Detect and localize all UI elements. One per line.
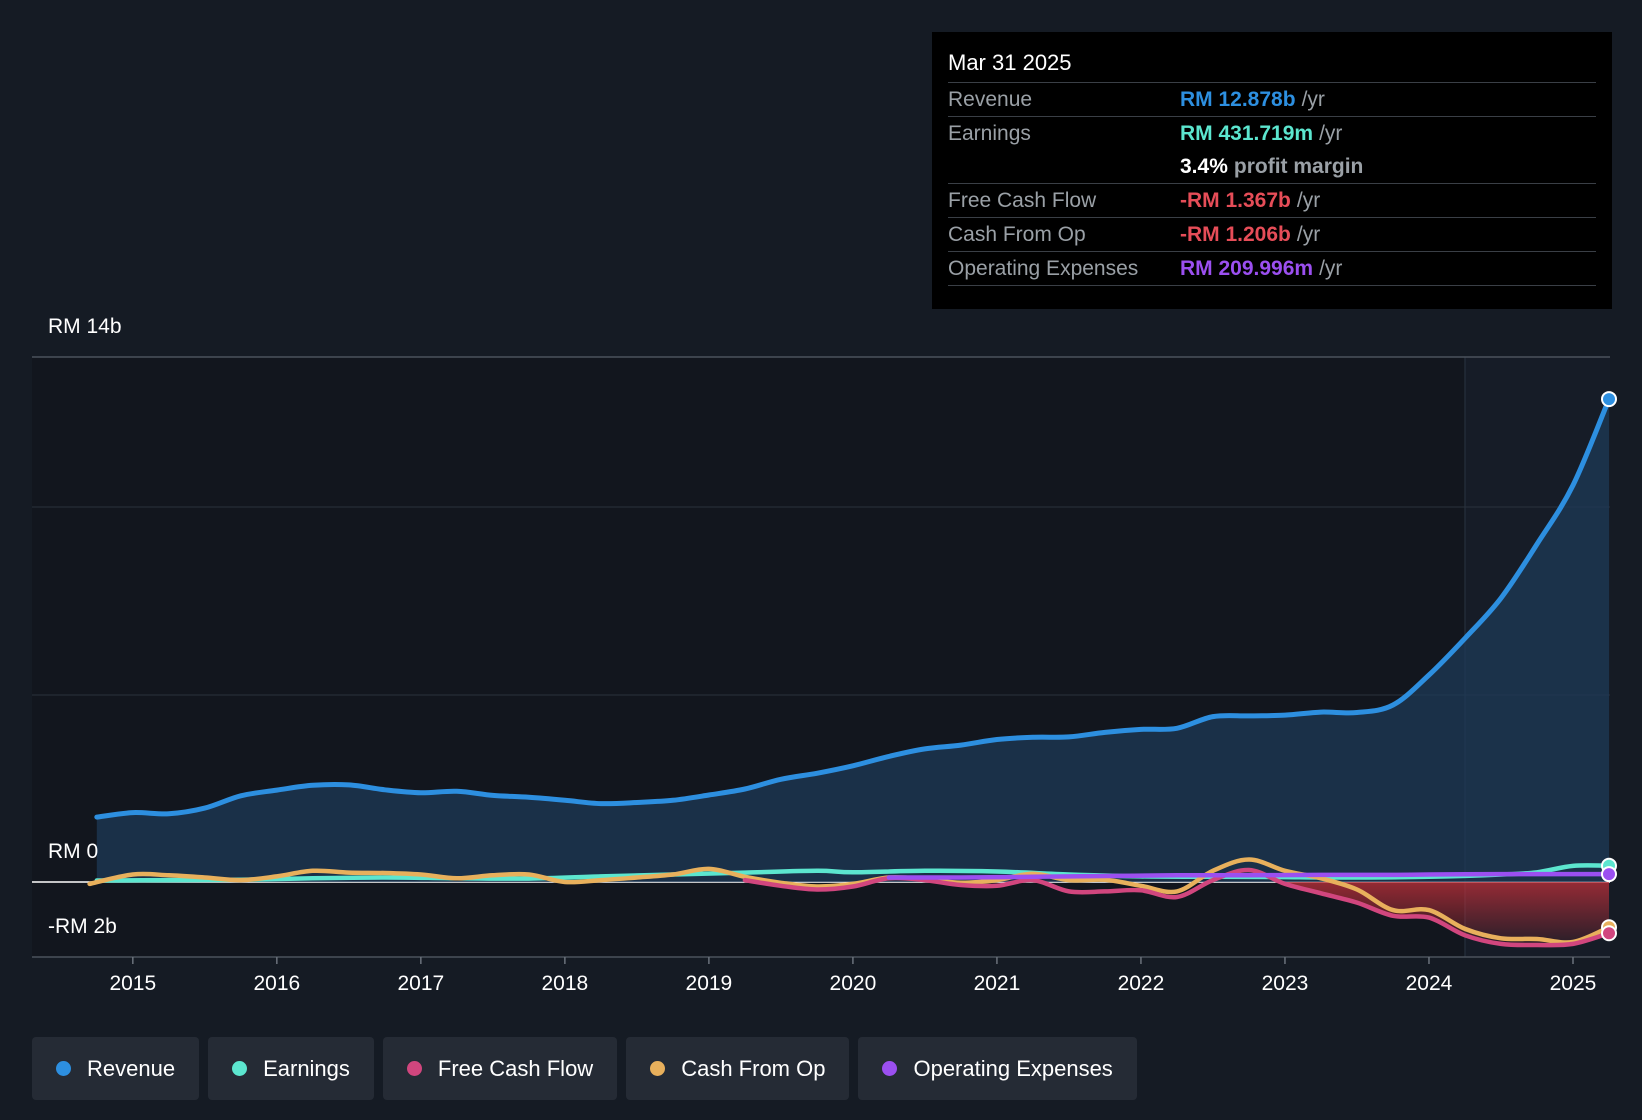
end-marker-opex xyxy=(1601,866,1617,883)
tooltip-earnings-unit: /yr xyxy=(1319,121,1343,145)
legend-dot-revenue-icon xyxy=(56,1061,71,1076)
line-cfo xyxy=(87,857,1612,945)
legend-dot-fcf-icon xyxy=(406,1061,422,1076)
tooltip-opex-unit: /yr xyxy=(1319,256,1343,280)
axis-layer: RM 14b RM 0 -RM 2b 2015 2016 2017 2018 2019 2020… xyxy=(48,315,1596,995)
marker-layer xyxy=(1601,391,1617,942)
x-tick-label-2018: 2018 xyxy=(542,972,589,995)
legend-label-fcf: Free Cash Flow xyxy=(437,1055,594,1081)
tooltip-row-opex: Operating Expenses RM 209.996m /yr xyxy=(948,251,1596,286)
tooltip-cfo-unit: /yr xyxy=(1296,222,1321,246)
tooltip-opex-value: RM 209.996m xyxy=(1180,256,1314,280)
x-tick-label-2025: 2025 xyxy=(1550,972,1597,995)
x-tick-label-2016: 2016 xyxy=(253,972,300,995)
tooltip-earnings-label: Earnings xyxy=(948,121,1031,145)
tooltip-row-margin: 3.4% profit margin xyxy=(948,150,1596,183)
x-tick-label-2023: 2023 xyxy=(1262,972,1309,995)
x-tick-label-2021: 2021 xyxy=(974,972,1021,995)
tooltip-revenue-label: Revenue xyxy=(948,87,1033,111)
legend-dot-earnings-icon xyxy=(232,1061,248,1076)
tooltip-row-cfo: Cash From Op -RM 1.206b /yr xyxy=(948,217,1596,251)
revenue-area xyxy=(96,399,1609,882)
tooltip-cfo-label: Cash From Op xyxy=(948,222,1086,246)
area-layer xyxy=(96,399,1609,946)
x-tick-label-2019: 2019 xyxy=(686,972,733,995)
tooltip-fcf-label: Free Cash Flow xyxy=(948,188,1097,212)
legend-item-revenue[interactable]: Revenue xyxy=(32,1037,200,1100)
tooltip-margin-label: profit margin xyxy=(1233,154,1364,178)
legend-label-opex: Operating Expenses xyxy=(913,1055,1113,1081)
legend-label-cfo: Cash From Op xyxy=(681,1055,826,1081)
legend-dot-opex-icon xyxy=(882,1061,898,1076)
fcf-negative-area xyxy=(1285,882,1609,946)
tooltip-revenue-unit: /yr xyxy=(1301,87,1325,111)
tooltip-fcf-value: -RM 1.367b xyxy=(1180,188,1291,212)
x-tick-label-2015: 2015 xyxy=(109,972,156,995)
tooltip-row-revenue: Revenue RM 12.878b /yr xyxy=(948,82,1596,116)
legend-dot-cfo-icon xyxy=(650,1061,666,1076)
y-tick-label-2: -RM 2b xyxy=(48,915,117,938)
legend-label-earnings: Earnings xyxy=(263,1055,350,1081)
tooltip-row-fcf: Free Cash Flow -RM 1.367b /yr xyxy=(948,183,1596,217)
tooltip-panel: Mar 31 2025 Revenue RM 12.878b /yr Earni… xyxy=(932,32,1612,309)
x-tick-label-2020: 2020 xyxy=(830,972,877,995)
tooltip-revenue-value: RM 12.878b xyxy=(1180,87,1296,111)
tooltip-opex-label: Operating Expenses xyxy=(948,256,1139,280)
end-marker-fcf xyxy=(1601,925,1617,942)
line-layer xyxy=(87,396,1612,948)
line-revenue xyxy=(94,396,1612,820)
legend-item-cfo[interactable]: Cash From Op xyxy=(626,1037,850,1100)
legend-label-revenue: Revenue xyxy=(87,1055,176,1081)
legend-item-earnings[interactable]: Earnings xyxy=(208,1037,374,1100)
tooltip-earnings-value: RM 431.719m xyxy=(1180,121,1314,145)
y-tick-label-0: RM 14b xyxy=(48,315,122,338)
x-tick-label-2022: 2022 xyxy=(1118,972,1165,995)
line-opex xyxy=(886,871,1612,880)
x-tick-label-2024: 2024 xyxy=(1406,972,1453,995)
y-tick-label-1: RM 0 xyxy=(48,840,98,863)
tooltip-margin-pct: 3.4% xyxy=(1180,154,1228,178)
legend-item-fcf[interactable]: Free Cash Flow xyxy=(382,1037,618,1100)
tooltip-date: Mar 31 2025 xyxy=(948,50,1072,75)
legend-item-opex[interactable]: Operating Expenses xyxy=(858,1037,1137,1100)
tooltip-fcf-unit: /yr xyxy=(1296,188,1321,212)
x-tick-label-2017: 2017 xyxy=(397,972,444,995)
tooltip-row-earnings: Earnings RM 431.719m /yr xyxy=(948,116,1596,150)
end-marker-revenue xyxy=(1601,391,1617,408)
legend: Revenue Earnings Free Cash Flow Cash Fro… xyxy=(32,1037,1137,1100)
tooltip-cfo-value: -RM 1.206b xyxy=(1180,222,1291,246)
line-earnings xyxy=(94,863,1612,883)
